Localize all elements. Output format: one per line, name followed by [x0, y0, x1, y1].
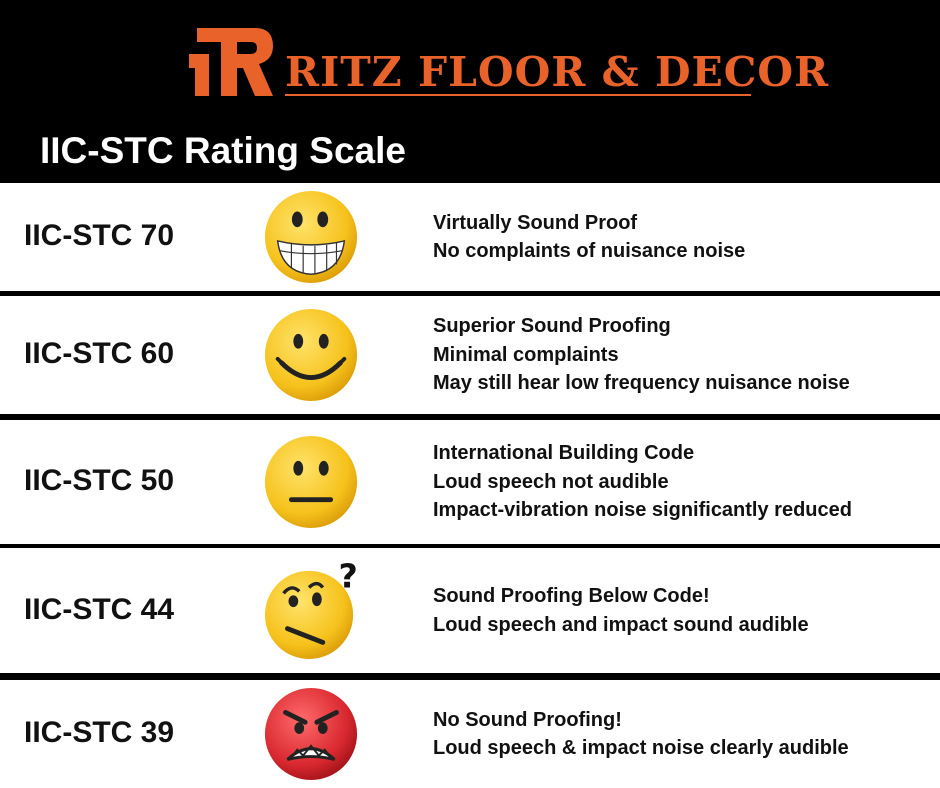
ritz-logo-icon	[189, 28, 273, 96]
rating-label: IIC-STC 39	[24, 716, 175, 749]
description-line: Loud speech and impact sound audible	[433, 613, 809, 636]
smiling-face-icon	[264, 308, 358, 402]
rating-description: International Building Code Loud speech n…	[433, 439, 933, 525]
rating-label: IIC-STC 44	[24, 592, 175, 626]
description-line: May still hear low frequency nuisance no…	[433, 372, 850, 395]
angry-face-icon	[264, 687, 358, 781]
description-line: Superior Sound Proofing	[433, 315, 671, 338]
confused-face-icon: ?	[264, 562, 358, 659]
header: RITZ FLOOR & DECOR IIC-STC Rating Scale	[0, 0, 940, 183]
ratings-list: IIC-STC 70 Virtually Sound Proof No compl…	[0, 183, 940, 788]
description-line: International Building Code	[433, 442, 695, 465]
page-title: IIC-STC Rating Scale	[40, 130, 406, 171]
rating-description: Sound Proofing Below Code! Loud speech an…	[433, 582, 933, 639]
rating-label: IIC-STC 60	[24, 337, 175, 370]
description-line: No Sound Proofing!	[433, 708, 622, 731]
rating-row: IIC-STC 39 No Sound Proofing! Loud speech…	[0, 680, 940, 788]
description-line: Sound Proofing Below Code!	[433, 585, 710, 607]
rating-description: No Sound Proofing! Loud speech & impact n…	[433, 706, 933, 763]
rating-description: Virtually Sound Proof No complaints of nu…	[433, 209, 933, 266]
rating-row: IIC-STC 70 Virtually Sound Proof No compl…	[0, 183, 940, 291]
brand-underline	[285, 94, 751, 96]
svg-text:?: ?	[338, 562, 357, 595]
description-line: No complaints of nuisance noise	[433, 240, 746, 262]
rating-row: IIC-STC 44 ? Sound Proofing Below Code! Lo…	[0, 548, 940, 673]
description-line: Minimal complaints	[433, 343, 619, 366]
rating-label: IIC-STC 70	[24, 219, 175, 252]
brand-name: RITZ FLOOR & DECOR	[285, 48, 830, 96]
description-line: Impact-vibration noise significantly red…	[433, 499, 852, 522]
rating-description: Superior Sound Proofing Minimal complaint…	[433, 312, 933, 398]
description-line: Loud speech not audible	[433, 470, 669, 493]
grinning-face-icon	[264, 190, 358, 284]
rating-label: IIC-STC 50	[24, 464, 175, 497]
rating-row: IIC-STC 50 International Building Code Lo…	[0, 420, 940, 544]
rating-row: IIC-STC 60 Superior Sound Proofing Minima…	[0, 296, 940, 414]
description-line: Virtually Sound Proof	[433, 211, 638, 234]
description-line: Loud speech & impact noise clearly audib…	[433, 737, 849, 759]
neutral-face-icon	[264, 435, 358, 529]
